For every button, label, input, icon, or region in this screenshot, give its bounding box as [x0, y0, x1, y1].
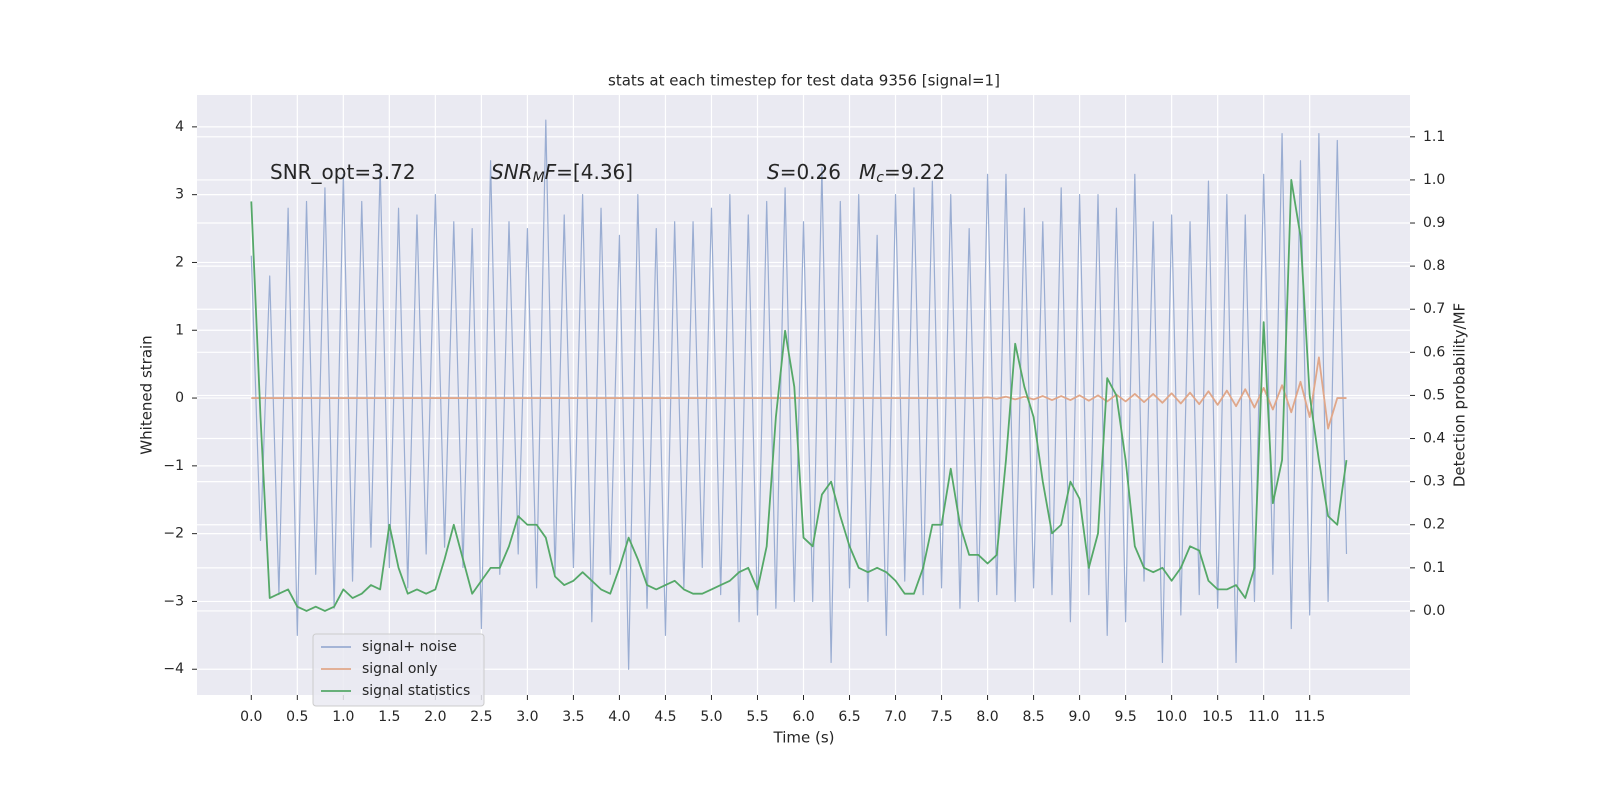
x-tick-label: 9.0	[1068, 709, 1090, 725]
series-line	[250, 119, 1348, 670]
y-axis-label: Whitened strain	[138, 335, 156, 454]
y2-tick-label: 0.1	[1423, 560, 1445, 576]
series-line	[251, 356, 1347, 430]
x-tick-label: 3.5	[562, 709, 584, 725]
x-tick-label: 5.5	[746, 709, 768, 725]
legend: signal+ noise signal only signal statistic…	[312, 633, 485, 707]
legend-label: signal statistics	[362, 683, 470, 699]
y2-tick-label: 0.8	[1423, 258, 1445, 274]
x-tick-label: 8.5	[1022, 709, 1044, 725]
annotation-part: M	[533, 170, 545, 186]
x-tick-label: 11.0	[1248, 709, 1279, 725]
x-tick-label: 8.0	[976, 709, 998, 725]
y-tick-label: 1	[175, 322, 184, 338]
annotation-part: c	[876, 170, 884, 186]
x-tick-label: 5.0	[700, 709, 722, 725]
x-tick-label: 6.5	[838, 709, 860, 725]
y2-tick-label: 0.7	[1423, 301, 1445, 317]
annotation-part: S	[767, 160, 780, 184]
series-line	[250, 179, 1348, 612]
annotation-part: SNR	[491, 160, 533, 184]
annotation-part: M	[859, 160, 876, 184]
chart-title: stats at each timestep for test data 935…	[608, 72, 1000, 90]
annotation: Mc=9.22	[859, 160, 945, 187]
y-tick-label: 2	[175, 254, 184, 270]
y2-tick-label: 0.4	[1423, 431, 1445, 447]
x-tick-label: 10.5	[1202, 709, 1233, 725]
x-tick-label: 4.5	[654, 709, 676, 725]
x-tick-label: 7.5	[930, 709, 952, 725]
x-tick-label: 2.0	[424, 709, 446, 725]
legend-box	[312, 633, 485, 707]
y-tick-label: −3	[163, 593, 184, 609]
annotation: SNR_opt=3.72	[270, 160, 416, 184]
y2-tick-label: 0.9	[1423, 215, 1445, 231]
y2-tick-label: 0.0	[1423, 603, 1445, 619]
annotation-part: F	[545, 160, 557, 184]
legend-label: signal+ noise	[362, 639, 457, 655]
x-axis-label: Time (s)	[773, 729, 835, 747]
y2-tick-label: 0.6	[1423, 344, 1445, 360]
y2-axis-label: Detection probability/MF	[1451, 303, 1469, 487]
annotation: SNRMF=[4.36]	[491, 160, 633, 187]
annotation-part: =[4.36]	[556, 160, 633, 184]
y-tick-label: −2	[163, 526, 184, 542]
legend-label: signal only	[362, 661, 437, 677]
y2-tick-label: 1.1	[1423, 129, 1445, 145]
x-tick-label: 0.5	[286, 709, 308, 725]
x-tick-label: 11.5	[1294, 709, 1325, 725]
y-tick-label: 4	[175, 119, 184, 135]
y2-tick-label: 0.5	[1423, 387, 1445, 403]
x-tick-label: 0.0	[240, 709, 262, 725]
y-tick-label: −4	[163, 661, 184, 677]
x-tick-label: 3.0	[516, 709, 538, 725]
annotation-part: =9.22	[884, 160, 945, 184]
y2-tick-label: 1.0	[1423, 172, 1445, 188]
y2-tick-label: 0.3	[1423, 474, 1445, 490]
annotation-part: SNR_opt=3.72	[270, 160, 416, 184]
y2-tick-label: 0.2	[1423, 517, 1445, 533]
x-tick-label: 10.0	[1156, 709, 1187, 725]
y-tick-label: 3	[175, 187, 184, 203]
x-tick-label: 1.0	[332, 709, 354, 725]
annotation: S=0.26	[767, 160, 841, 184]
x-tick-label: 1.5	[378, 709, 400, 725]
annotation-part: =0.26	[780, 160, 841, 184]
y-tick-label: 0	[175, 390, 184, 406]
x-tick-label: 9.5	[1114, 709, 1136, 725]
x-tick-label: 7.0	[884, 709, 906, 725]
y-tick-label: −1	[163, 458, 184, 474]
x-tick-label: 4.0	[608, 709, 630, 725]
x-tick-label: 6.0	[792, 709, 814, 725]
x-tick-label: 2.5	[470, 709, 492, 725]
